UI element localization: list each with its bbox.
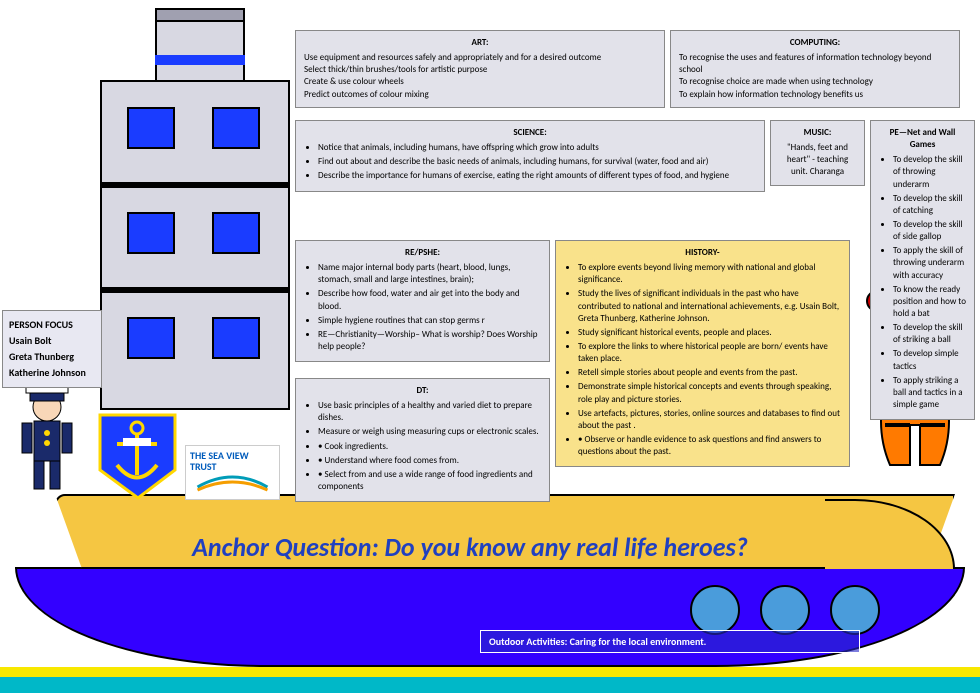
list-item: Describe the importance for humans of ex… bbox=[318, 170, 756, 182]
box-title: HISTORY- bbox=[564, 247, 841, 259]
list-item: Predict outcomes of colour mixing bbox=[304, 89, 656, 101]
list-item: Notice that animals, including humans, h… bbox=[318, 142, 756, 154]
list-item: To explore the links to where historical… bbox=[578, 341, 841, 365]
list-item: • Cook ingredients. bbox=[318, 441, 541, 453]
tower-window bbox=[127, 317, 175, 359]
re-pshe-box: RE/PSHE: Name major internal body parts … bbox=[295, 240, 550, 362]
list-item: Use artefacts, pictures, stories, online… bbox=[578, 408, 841, 432]
person-focus-item: Greta Thunberg bbox=[9, 349, 95, 365]
list-item: Measure or weigh using measuring cups or… bbox=[318, 426, 541, 438]
box-title: RE/PSHE: bbox=[304, 247, 541, 259]
ship-tower bbox=[100, 80, 290, 410]
art-box: ART: Use equipment and resources safely … bbox=[295, 30, 665, 108]
list-item: Use basic principles of a healthy and va… bbox=[318, 400, 541, 424]
tower-window bbox=[127, 212, 175, 254]
science-box: SCIENCE: Notice that animals, including … bbox=[295, 120, 765, 192]
box-title: MUSIC: bbox=[779, 127, 856, 139]
list-item: To develop the skill of throwing underar… bbox=[893, 154, 966, 190]
list-item: To develop the skill of catching bbox=[893, 193, 966, 217]
list-item: To recognise the uses and features of in… bbox=[679, 52, 951, 76]
person-focus-item: Usain Bolt bbox=[9, 333, 95, 349]
box-title: SCIENCE: bbox=[304, 127, 756, 139]
tower-window bbox=[212, 317, 260, 359]
person-focus-item: Katherine Johnson bbox=[9, 365, 95, 381]
dt-box: DT: Use basic principles of a healthy an… bbox=[295, 378, 550, 502]
list-item: Find out about and describe the basic ne… bbox=[318, 156, 756, 168]
smokestack-band bbox=[155, 55, 245, 65]
list-item: To recognise choice are made when using … bbox=[679, 76, 951, 88]
list-item: • Select from and use a wide range of fo… bbox=[318, 469, 541, 493]
trust-logo: THE SEA VIEW TRUST bbox=[185, 445, 280, 500]
list-item: Use equipment and resources safely and a… bbox=[304, 52, 656, 64]
music-box: MUSIC: "Hands, feet and heart" - teachin… bbox=[770, 120, 865, 186]
list-item: Demonstrate simple historical concepts a… bbox=[578, 381, 841, 405]
porthole-icon bbox=[690, 585, 740, 635]
list-item: • Observe or handle evidence to ask ques… bbox=[578, 434, 841, 458]
history-box: HISTORY- To explore events beyond living… bbox=[555, 240, 850, 467]
list-item: Select thick/thin brushes/tools for arti… bbox=[304, 64, 656, 76]
list-item: Describe how food, water and air get int… bbox=[318, 288, 541, 312]
water-strip-2 bbox=[0, 667, 980, 677]
tower-window bbox=[212, 107, 260, 149]
list-item: Name major internal body parts (heart, b… bbox=[318, 262, 541, 286]
box-title: ART: bbox=[304, 37, 656, 49]
water-strip bbox=[0, 677, 980, 693]
captain-icon bbox=[12, 385, 82, 495]
list-item: To apply the skill of throwing underarm … bbox=[893, 245, 966, 281]
list-item: Create & use colour wheels bbox=[304, 76, 656, 88]
list-item: Simple hygiene routines that can stop ge… bbox=[318, 315, 541, 327]
deck-divider bbox=[102, 287, 288, 293]
list-item: To develop the skill of striking a ball bbox=[893, 322, 966, 346]
person-focus-title: PERSON FOCUS bbox=[9, 317, 95, 333]
list-item: • Understand where food comes from. bbox=[318, 455, 541, 467]
list-item: RE—Christianity—Worship– What is worship… bbox=[318, 329, 541, 353]
tower-window bbox=[127, 107, 175, 149]
list-item: Study significant historical events, peo… bbox=[578, 327, 841, 339]
tower-window bbox=[212, 212, 260, 254]
box-title: DT: bbox=[304, 385, 541, 397]
pe-box: PE—Net and Wall Games To develop the ski… bbox=[870, 120, 975, 420]
list-item: To explore events beyond living memory w… bbox=[578, 262, 841, 286]
list-item: Retell simple stories about people and e… bbox=[578, 367, 841, 379]
list-item: To know the ready position and how to ho… bbox=[893, 284, 966, 320]
computing-box: COMPUTING: To recognise the uses and fea… bbox=[670, 30, 960, 108]
box-title: COMPUTING: bbox=[679, 37, 951, 49]
list-item: To develop simple tactics bbox=[893, 348, 966, 372]
list-item: To explain how information technology be… bbox=[679, 89, 951, 101]
anchor-badge-icon bbox=[95, 410, 180, 500]
deck-divider bbox=[102, 182, 288, 188]
list-item: To apply striking a ball and tactics in … bbox=[893, 375, 966, 411]
porthole-icon bbox=[760, 585, 810, 635]
porthole-icon bbox=[830, 585, 880, 635]
list-item: Study the lives of significant individua… bbox=[578, 288, 841, 324]
list-item: To develop the skill of side gallop bbox=[893, 219, 966, 243]
box-title: PE—Net and Wall Games bbox=[879, 127, 966, 151]
list-item: "Hands, feet and heart" - teaching unit.… bbox=[779, 142, 856, 178]
anchor-question: Anchor Question: Do you know any real li… bbox=[120, 531, 820, 563]
outdoor-activities-box: Outdoor Activities: Caring for the local… bbox=[480, 630, 860, 653]
person-focus-box: PERSON FOCUS Usain Bolt Greta Thunberg K… bbox=[2, 310, 102, 388]
